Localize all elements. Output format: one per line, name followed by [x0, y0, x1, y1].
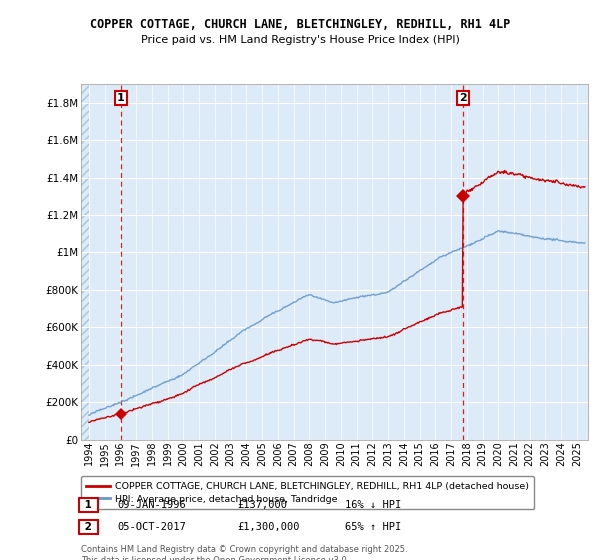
Text: £1,300,000: £1,300,000: [237, 522, 299, 532]
Text: 1: 1: [81, 500, 95, 510]
Text: 16% ↓ HPI: 16% ↓ HPI: [345, 500, 401, 510]
Text: 2: 2: [459, 93, 467, 103]
Text: £137,000: £137,000: [237, 500, 287, 510]
Text: 05-OCT-2017: 05-OCT-2017: [117, 522, 186, 532]
Text: 1: 1: [117, 93, 125, 103]
Bar: [81, 84, 89, 440]
Text: Price paid vs. HM Land Registry's House Price Index (HPI): Price paid vs. HM Land Registry's House …: [140, 35, 460, 45]
Text: Contains HM Land Registry data © Crown copyright and database right 2025.
This d: Contains HM Land Registry data © Crown c…: [81, 545, 407, 560]
Text: 65% ↑ HPI: 65% ↑ HPI: [345, 522, 401, 532]
Text: COPPER COTTAGE, CHURCH LANE, BLETCHINGLEY, REDHILL, RH1 4LP: COPPER COTTAGE, CHURCH LANE, BLETCHINGLE…: [90, 18, 510, 31]
Text: 09-JAN-1996: 09-JAN-1996: [117, 500, 186, 510]
Text: 2: 2: [81, 522, 95, 532]
Legend: COPPER COTTAGE, CHURCH LANE, BLETCHINGLEY, REDHILL, RH1 4LP (detached house), HP: COPPER COTTAGE, CHURCH LANE, BLETCHINGLE…: [80, 477, 535, 510]
